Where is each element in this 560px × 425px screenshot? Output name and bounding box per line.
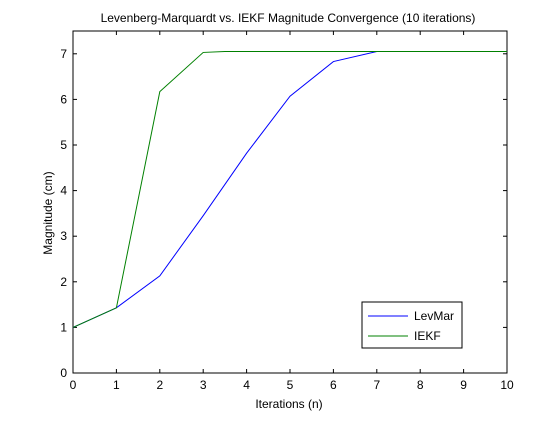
x-tick-label: 7: [373, 378, 380, 392]
y-tick-label: 7: [60, 47, 67, 61]
y-axis-label: Magnitude (cm): [41, 171, 55, 254]
legend-box: [361, 301, 463, 349]
y-tick-label: 0: [60, 366, 67, 380]
x-tick-label: 10: [500, 378, 514, 392]
series-line-iekf: [72, 51, 507, 328]
y-tick-label: 2: [60, 275, 67, 289]
chart-title: Levenberg-Marquardt vs. IEKF Magnitude C…: [101, 11, 476, 25]
legend-label-iekf: IEKF: [414, 329, 441, 343]
x-tick-label: 2: [156, 378, 163, 392]
x-tick-label: 1: [113, 378, 120, 392]
plot-area: 0 1 2 3 4 5 6 7 8 9 10 0 1 2 3 4 5 6 7: [60, 30, 514, 392]
x-tick-label: 6: [330, 378, 337, 392]
y-tick-label: 1: [60, 320, 67, 334]
x-tick-label: 5: [287, 378, 294, 392]
x-tick-label: 4: [243, 378, 250, 392]
y-tick-label: 3: [60, 229, 67, 243]
x-tick-label: 8: [417, 378, 424, 392]
legend: LevMar IEKF: [361, 301, 463, 349]
x-tick-label: 0: [70, 378, 77, 392]
x-tick-label: 9: [460, 378, 467, 392]
x-tick-label: 3: [200, 378, 207, 392]
y-tick-label: 6: [60, 92, 67, 106]
y-tick-label: 5: [60, 138, 67, 152]
x-axis-label: Iterations (n): [255, 397, 322, 411]
y-tick-label: 4: [60, 184, 67, 198]
legend-label-levmar: LevMar: [414, 309, 454, 323]
series-line-levmar: [72, 51, 399, 328]
